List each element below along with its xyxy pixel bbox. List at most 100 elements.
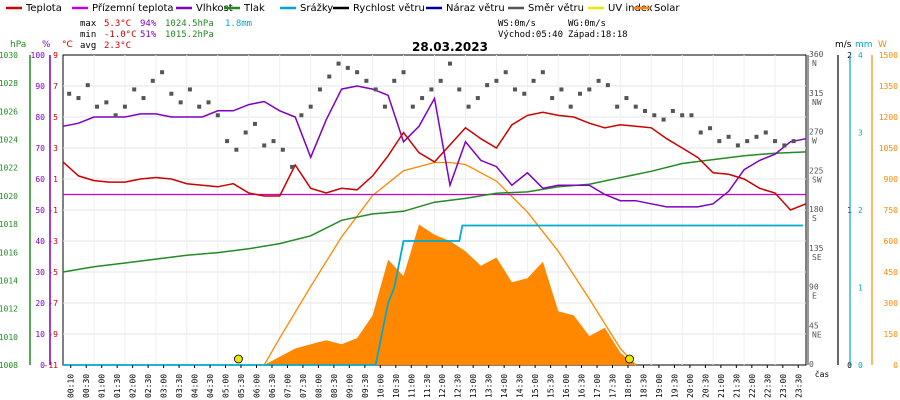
wind-direction-point xyxy=(485,83,490,88)
x-tick-label: 13:00 xyxy=(469,374,478,398)
x-tick-label: 03:30 xyxy=(175,374,184,398)
wind-direction-point xyxy=(243,130,248,135)
x-tick-label: 09:30 xyxy=(361,374,370,398)
sunrise-marker xyxy=(234,354,243,364)
axis-tick-mm: 0 xyxy=(858,361,863,370)
stats-block: max 5.3°C 94% 1024.5hPa 1.8mm min -1.0°C… xyxy=(80,19,628,51)
axis-unit-mm: mm xyxy=(855,40,873,50)
wind-direction-point xyxy=(122,104,127,109)
stat-min-temp: -1.0°C xyxy=(104,30,137,40)
wind-direction-point xyxy=(689,113,694,118)
wind-direction-point xyxy=(540,70,545,75)
wind-direction-point xyxy=(494,78,499,83)
axis-tick-degc: -3 xyxy=(48,237,58,246)
axis-tick-hpa: 1028 xyxy=(0,79,18,88)
x-tick-label: 12:30 xyxy=(454,374,463,398)
axis-tick-w: 1200 xyxy=(879,113,898,122)
wind-direction-point xyxy=(754,134,759,139)
stat-min-press: 1015.2hPa xyxy=(165,30,214,40)
axis-tick-w: 900 xyxy=(884,175,899,184)
wind-direction-point xyxy=(206,100,211,105)
stat-sunset: Západ:18:18 xyxy=(568,30,628,40)
axis-tick-degc: 3 xyxy=(53,144,58,153)
wind-direction-point xyxy=(160,70,165,75)
axis-tick-degc: -9 xyxy=(48,330,58,339)
wind-direction-point xyxy=(252,121,257,126)
wind-direction-point xyxy=(735,143,740,148)
wind-direction-point xyxy=(475,96,480,101)
wind-direction-point xyxy=(280,147,285,152)
wind-direction-point xyxy=(271,139,276,144)
x-tick-label: 14:00 xyxy=(500,374,509,398)
x-tick-label: 08:30 xyxy=(330,374,339,398)
stat-max-label: max xyxy=(80,19,97,29)
axis-tick-dir: 180 xyxy=(809,205,824,214)
axis-unit-pct: % xyxy=(42,40,51,50)
axis-tick-ms: 0 xyxy=(847,361,852,370)
axis-tick-dir-name: NE xyxy=(812,330,822,339)
stat-min-hum: 51% xyxy=(140,30,157,40)
x-tick-label: 15:30 xyxy=(547,374,556,398)
stat-wg: WG:0m/s xyxy=(568,19,606,29)
x-tick-label: 06:00 xyxy=(252,374,261,398)
wind-direction-point xyxy=(643,108,648,113)
wind-direction-point xyxy=(791,139,796,144)
axis-tick-degc: -1 xyxy=(48,206,58,215)
x-tick-label: 18:00 xyxy=(624,374,633,398)
x-tick-label: 14:30 xyxy=(516,374,525,398)
axis-tick-w: 450 xyxy=(884,268,899,277)
axis-tick-dir-name: SW xyxy=(812,175,822,184)
x-tick-label: 04:30 xyxy=(206,374,215,398)
legend-label-7: Směr větru xyxy=(528,2,584,14)
wind-direction-point xyxy=(429,87,434,92)
x-tick-label: 01:30 xyxy=(113,374,122,398)
axis-tick-w: 1500 xyxy=(879,51,898,60)
axis-tick-pct: 10 xyxy=(35,330,45,339)
stat-max-temp: 5.3°C xyxy=(104,19,131,29)
axis-tick-w: 0 xyxy=(893,361,898,370)
x-tick-label: 17:30 xyxy=(609,374,618,398)
legend-label-0: Teplota xyxy=(25,3,62,14)
wind-direction-point xyxy=(67,91,72,96)
wind-direction-point xyxy=(299,113,304,118)
wind-direction-point xyxy=(717,139,722,144)
x-tick-label: 21:30 xyxy=(732,374,741,398)
solar-layer xyxy=(263,161,637,366)
wind-direction-point xyxy=(215,113,220,118)
axis-tick-hpa: 1024 xyxy=(0,136,18,145)
legend: Teplota Přízemní teplota Vlhkost Tlak Srážky… xyxy=(6,2,680,14)
wind-direction-point xyxy=(512,87,517,92)
axis-tick-degc: -11 xyxy=(44,361,59,370)
legend-label-2: Vlhkost xyxy=(196,3,233,14)
axis-tick-dir-name: E xyxy=(812,292,817,301)
x-tick-label: 08:00 xyxy=(314,374,323,398)
axis-tick-degc: 5 xyxy=(53,113,58,122)
x-tick-label: 03:00 xyxy=(160,374,169,398)
wind-direction-point xyxy=(782,143,787,148)
axis-tick-degc: 7 xyxy=(53,82,58,91)
axis-tick-mm: 4 xyxy=(858,51,863,60)
sunset-marker xyxy=(625,354,634,364)
axis-tick-hpa: 1016 xyxy=(0,248,18,257)
axis-tick-hpa: 1020 xyxy=(0,192,18,201)
wind-direction-point xyxy=(308,104,313,109)
series-pressure xyxy=(62,151,807,273)
x-tick-label: 00:30 xyxy=(82,374,91,398)
wind-direction-point xyxy=(670,108,675,113)
axis-tick-dir-name: N xyxy=(812,59,817,68)
x-tick-label: 20:30 xyxy=(701,374,710,398)
x-tick-label: 00:10 xyxy=(67,374,76,398)
x-tick-label: 01:00 xyxy=(98,374,107,398)
axis-tick-hpa: 1012 xyxy=(0,305,18,314)
x-tick-label: 07:00 xyxy=(283,374,292,398)
wind-direction-point xyxy=(531,78,536,83)
wind-direction-point xyxy=(169,91,174,96)
axis-unit-ms: m/s xyxy=(835,40,852,50)
axis-tick-pct: 90 xyxy=(35,82,45,91)
wind-direction-point xyxy=(438,78,443,83)
wind-direction-point xyxy=(355,70,360,75)
wind-direction-point xyxy=(578,91,583,96)
axis-tick-w: 300 xyxy=(884,299,899,308)
stat-rain-total: 1.8mm xyxy=(225,19,252,29)
wind-direction-point xyxy=(373,87,378,92)
